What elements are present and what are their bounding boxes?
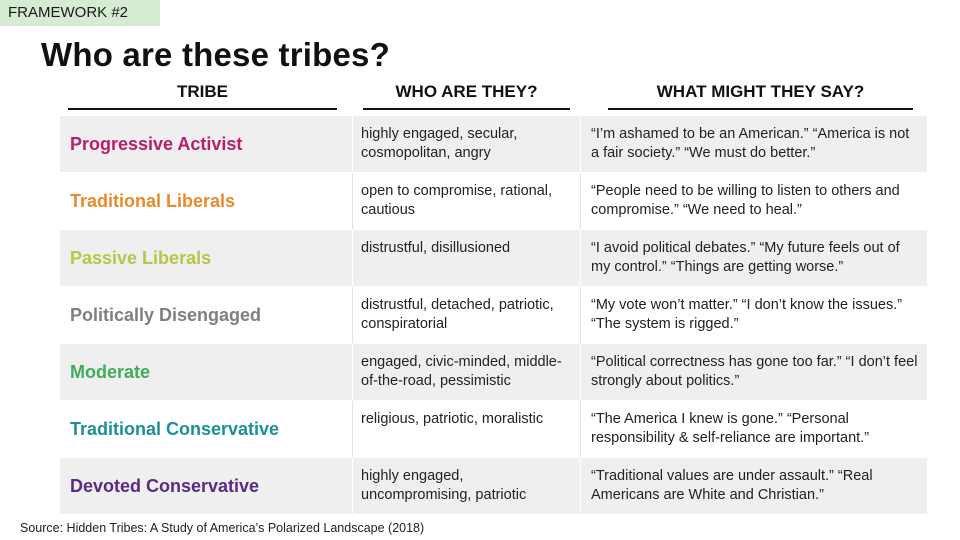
tribe-quotes: “The America I knew is gone.” “Personal …: [580, 401, 927, 457]
tribe-name: Passive Liberals: [70, 247, 212, 268]
column-header-tribe: TRIBE: [68, 78, 337, 110]
tribe-description: open to compromise, rational, cautious: [352, 173, 580, 229]
tribe-quotes: “Traditional values are under assault.” …: [580, 458, 927, 514]
tribe-description: religious, patriotic, moralistic: [352, 401, 580, 457]
tribe-quotes: “People need to be willing to listen to …: [580, 173, 927, 229]
table-row: Politically Disengaged distrustful, deta…: [60, 287, 927, 344]
source-citation: Source: Hidden Tribes: A Study of Americ…: [20, 521, 425, 535]
tribe-quotes: “I avoid political debates.” “My future …: [580, 230, 927, 286]
tribe-quotes: “Political correctness has gone too far.…: [580, 344, 927, 400]
table-row: Traditional Liberals open to compromise,…: [60, 173, 927, 230]
framework-tag: FRAMEWORK #2: [0, 0, 160, 26]
table-row: Devoted Conservative highly engaged, unc…: [60, 458, 927, 515]
tribe-name: Moderate: [70, 361, 151, 382]
tribes-table: Progressive Activist highly engaged, sec…: [60, 116, 927, 515]
tribe-quotes: “I’m ashamed to be an American.” “Americ…: [580, 116, 927, 172]
table-row: Moderate engaged, civic-minded, middle-o…: [60, 344, 927, 401]
tribe-name: Traditional Conservative: [70, 418, 280, 439]
tribe-name: Devoted Conservative: [70, 475, 260, 496]
page-title: Who are these tribes?: [41, 36, 390, 73]
table-row: Traditional Conservative religious, patr…: [60, 401, 927, 458]
tribe-description: highly engaged, secular, cosmopolitan, a…: [352, 116, 580, 172]
table-row: Passive Liberals distrustful, disillusio…: [60, 230, 927, 287]
tribe-description: highly engaged, uncompromising, patrioti…: [352, 458, 580, 514]
tribe-description: distrustful, disillusioned: [352, 230, 580, 286]
tribe-description: engaged, civic-minded, middle-of-the-roa…: [352, 344, 580, 400]
tribe-name: Traditional Liberals: [70, 190, 236, 211]
table-row: Progressive Activist highly engaged, sec…: [60, 116, 927, 173]
column-header-who: WHO ARE THEY?: [363, 78, 570, 110]
tribe-quotes: “My vote won’t matter.” “I don’t know th…: [580, 287, 927, 343]
column-header-say: WHAT MIGHT THEY SAY?: [608, 78, 913, 110]
tribe-name: Progressive Activist: [70, 133, 243, 154]
tribe-description: distrustful, detached, patriotic, conspi…: [352, 287, 580, 343]
tribe-name: Politically Disengaged: [70, 304, 262, 325]
